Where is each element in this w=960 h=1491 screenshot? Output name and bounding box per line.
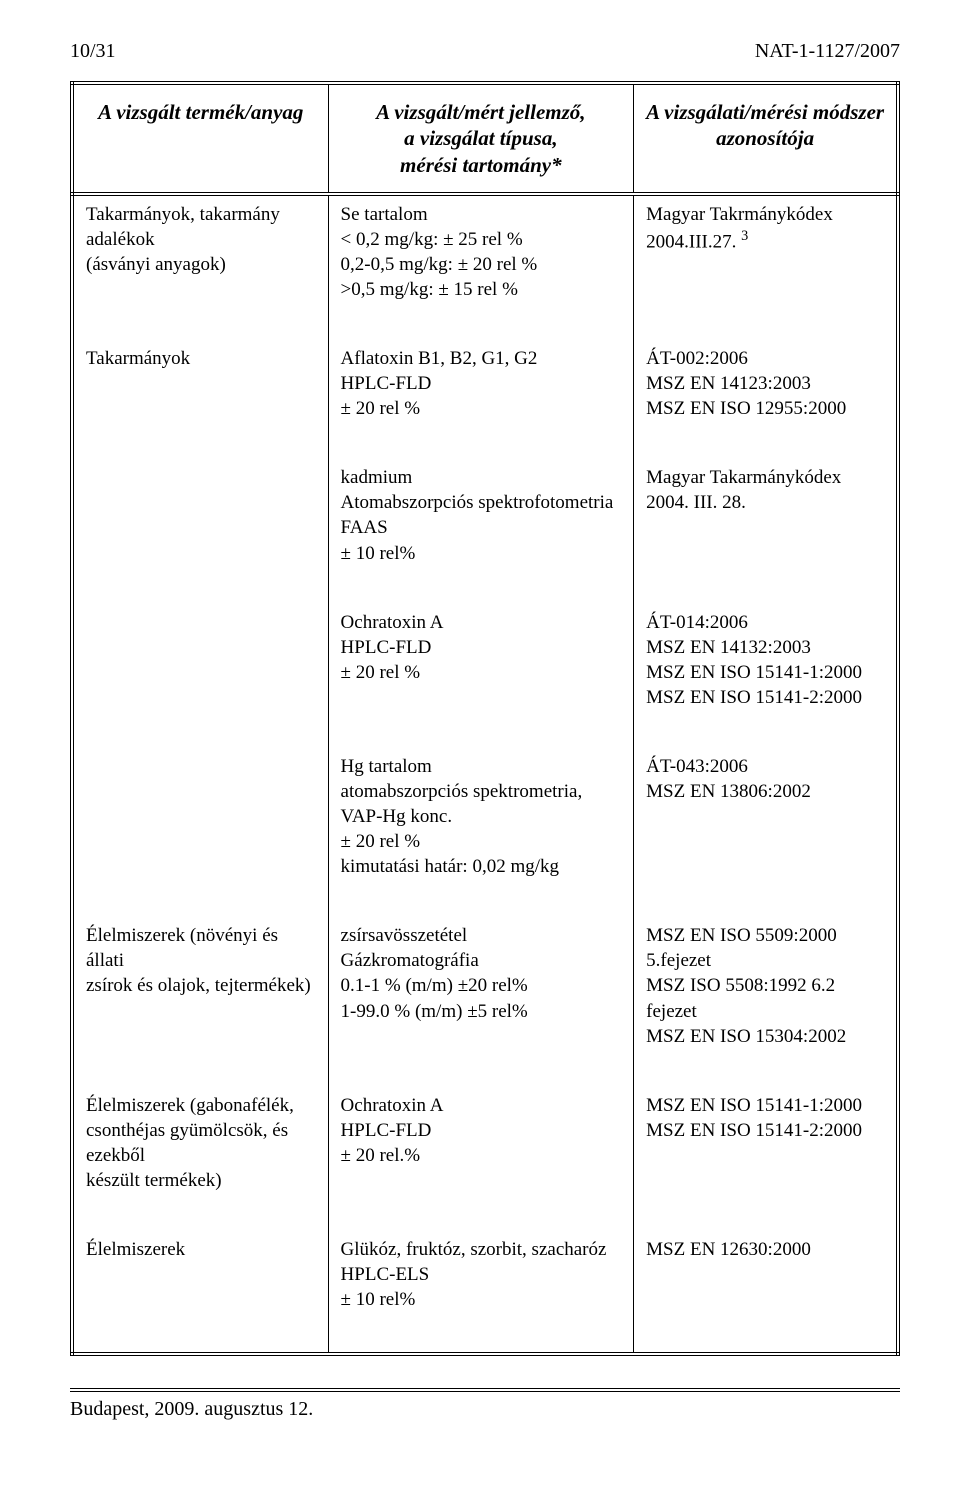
cell-product [72,459,328,603]
table-row: Takarmányok, takarmány adalékok (ásványi… [72,194,898,340]
table-row: kadmium Atomabszorpciós spektrofotometri… [72,459,898,603]
cell-method: Magyar Takarmánykódex 2004. III. 28. [634,459,898,603]
cell-method: MSZ EN 12630:2000 [634,1231,898,1350]
column-header-parameter: A vizsgált/mért jellemző, a vizsgálat tí… [328,83,634,194]
cell-method: MSZ EN ISO 15141-1:2000 MSZ EN ISO 15141… [634,1087,898,1231]
page-footer: Budapest, 2009. augusztus 12. [70,1388,900,1421]
document-reference: NAT-1-1127/2007 [755,40,900,63]
footnote-marker: 3 [741,228,748,244]
cell-parameter: kadmium Atomabszorpciós spektrofotometri… [328,459,634,603]
cell-product: Élelmiszerek (növényi és állati zsírok é… [72,917,328,1086]
table-bottom-border [72,1350,898,1354]
cell-method: Magyar Takrmánykódex 2004.III.27. 3 [634,194,898,340]
cell-method: ÁT-043:2006 MSZ EN 13806:2002 [634,748,898,917]
document-page: 10/31 NAT-1-1127/2007 A vizsgált termék/… [0,0,960,1491]
cell-method: MSZ EN ISO 5509:2000 5.fejezet MSZ ISO 5… [634,917,898,1086]
table-header-row: A vizsgált termék/anyag A vizsgált/mért … [72,83,898,194]
cell-product: Élelmiszerek (gabonafélék, csonthéjas gy… [72,1087,328,1231]
table-row: Takarmányok Aflatoxin B1, B2, G1, G2 HPL… [72,340,898,459]
cell-parameter: Ochratoxin A HPLC-FLD ± 20 rel.% [328,1087,634,1231]
cell-parameter: Ochratoxin A HPLC-FLD ± 20 rel % [328,604,634,748]
cell-product [72,748,328,917]
cell-parameter: Aflatoxin B1, B2, G1, G2 HPLC-FLD ± 20 r… [328,340,634,459]
footer-date: Budapest, 2009. augusztus 12. [70,1398,313,1420]
table-row: Hg tartalom atomabszorpciós spektrometri… [72,748,898,917]
cell-parameter: Hg tartalom atomabszorpciós spektrometri… [328,748,634,917]
methods-table: A vizsgált termék/anyag A vizsgált/mért … [70,81,900,1356]
cell-product: Élelmiszerek [72,1231,328,1350]
column-header-method: A vizsgálati/mérési módszer azonosítója [634,83,898,194]
table-row: Élelmiszerek (növényi és állati zsírok é… [72,917,898,1086]
column-header-product: A vizsgált termék/anyag [72,83,328,194]
page-header: 10/31 NAT-1-1127/2007 [70,40,900,63]
cell-parameter: Se tartalom < 0,2 mg/kg: ± 25 rel % 0,2-… [328,194,634,340]
cell-parameter: zsírsavösszetétel Gázkromatográfia 0.1-1… [328,917,634,1086]
cell-product: Takarmányok [72,340,328,459]
cell-method: ÁT-002:2006 MSZ EN 14123:2003 MSZ EN ISO… [634,340,898,459]
table-row: Élelmiszerek (gabonafélék, csonthéjas gy… [72,1087,898,1231]
table-row: Ochratoxin A HPLC-FLD ± 20 rel % ÁT-014:… [72,604,898,748]
page-number: 10/31 [70,40,116,63]
table-row: Élelmiszerek Glükóz, fruktóz, szorbit, s… [72,1231,898,1350]
cell-parameter: Glükóz, fruktóz, szorbit, szacharóz HPLC… [328,1231,634,1350]
cell-method: ÁT-014:2006 MSZ EN 14132:2003 MSZ EN ISO… [634,604,898,748]
cell-product [72,604,328,748]
cell-product: Takarmányok, takarmány adalékok (ásványi… [72,194,328,340]
